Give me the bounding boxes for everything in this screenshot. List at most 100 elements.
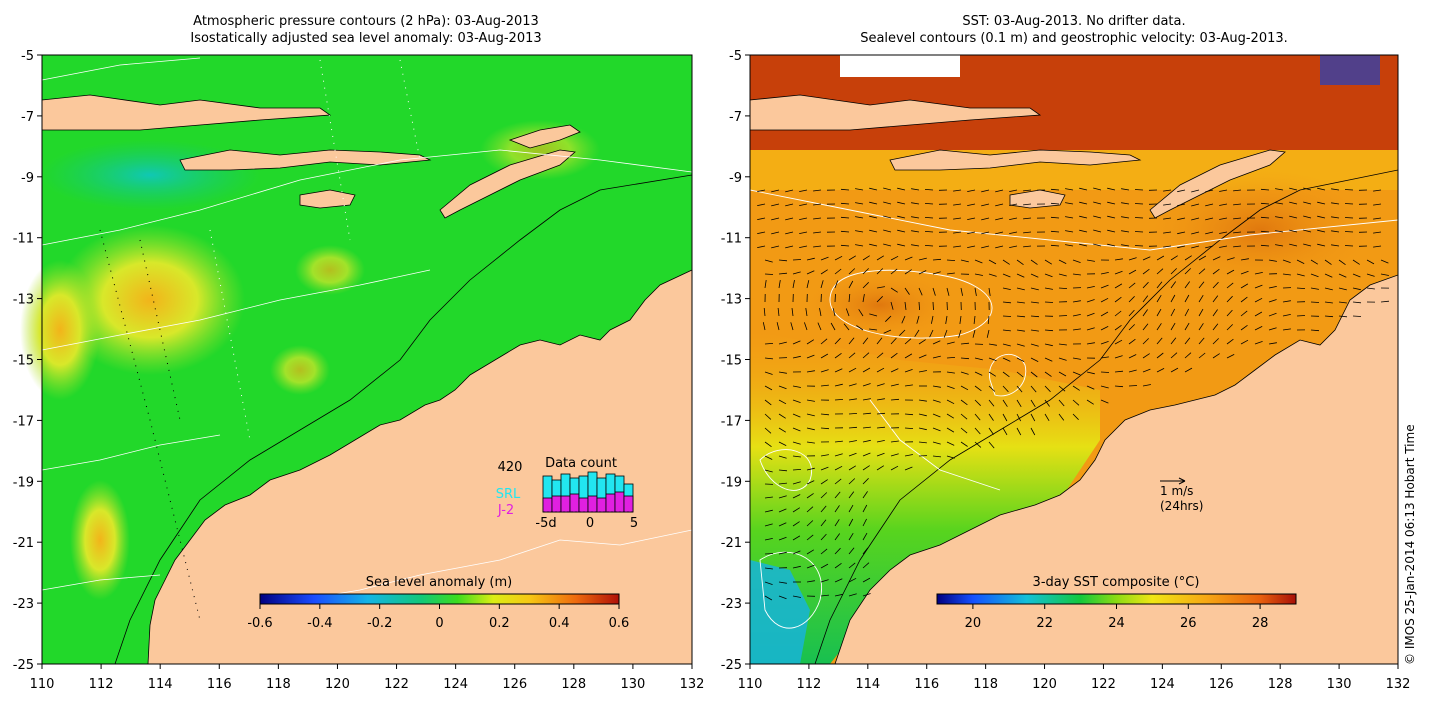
velocity-vector (1002, 413, 1008, 422)
velocity-vector (834, 593, 843, 597)
velocity-vector (806, 506, 814, 513)
colorbar-tick-label: 28 (1252, 616, 1269, 631)
velocity-vector (792, 507, 801, 513)
velocity-vector (1205, 217, 1214, 221)
y-tick-label: -17 (721, 414, 742, 429)
velocity-vector (848, 478, 856, 485)
x-tick-label: 116 (207, 677, 232, 692)
velocity-vector (1044, 259, 1053, 265)
velocity-vector (771, 189, 780, 193)
velocity-vector (1212, 295, 1219, 303)
velocity-vector (1275, 188, 1284, 191)
velocity-vector (1128, 257, 1137, 261)
sst-colorbar-ticks: 20 22 24 26 28 (965, 604, 1269, 631)
left-pressure-contour-6 (41, 57, 201, 81)
velocity-vector (1023, 203, 1032, 206)
velocity-vector (904, 413, 914, 416)
velocity-vector (778, 581, 787, 584)
velocity-vector (953, 217, 962, 220)
velocity-vector (1324, 259, 1332, 265)
velocity-vector (1093, 201, 1102, 205)
velocity-vector (778, 482, 788, 485)
velocity-vector (1338, 273, 1347, 278)
velocity-vector (946, 259, 956, 261)
velocity-vector (834, 368, 843, 373)
velocity-vector (1093, 229, 1102, 233)
velocity-vector (1289, 243, 1298, 247)
velocity-vector (1030, 371, 1038, 378)
velocity-vector (1198, 308, 1204, 317)
velocity-vector (820, 369, 829, 373)
velocity-vector (1044, 371, 1052, 377)
velocity-vector (843, 323, 850, 331)
velocity-vector (764, 259, 773, 263)
velocity-vector (1184, 367, 1193, 373)
velocity-vector (960, 413, 968, 420)
velocity-vector (1219, 217, 1228, 220)
velocity-vector (924, 217, 934, 219)
velocity-vector (1050, 202, 1060, 205)
velocity-vector (988, 385, 996, 392)
velocity-vector (876, 268, 884, 275)
velocity-vector (1142, 323, 1149, 331)
velocity-vector (1226, 257, 1235, 261)
velocity-vector (1086, 385, 1095, 390)
velocity-vector (890, 287, 898, 293)
velocity-vector (848, 452, 857, 457)
velocity-vector (764, 343, 774, 345)
velocity-vector (1373, 231, 1382, 234)
velocity-vector (1079, 187, 1088, 191)
velocity-vector (981, 189, 990, 193)
velocity-vector (1114, 258, 1123, 261)
x-tick-label: 110 (738, 677, 763, 692)
velocity-vector (1233, 231, 1242, 234)
velocity-vector (974, 385, 982, 392)
x-tick-label: 114 (855, 677, 880, 692)
velocity-vector (1009, 245, 1018, 248)
colorbar-tick-label: 0.2 (489, 616, 510, 631)
velocity-vector (932, 258, 942, 261)
velocity-vector (1219, 231, 1228, 234)
velocity-vector (806, 370, 815, 373)
velocity-vector (806, 257, 815, 261)
velocity-vector (988, 357, 997, 362)
velocity-vector (1142, 256, 1151, 261)
velocity-vector (848, 532, 854, 541)
velocity-vector (792, 481, 801, 485)
velocity-vector (778, 508, 787, 513)
velocity-vector (1352, 301, 1362, 304)
velocity-vector (890, 352, 898, 359)
velocity-vector (1142, 268, 1150, 275)
velocity-vector (848, 398, 857, 401)
velocity-vector (1050, 230, 1060, 233)
velocity-vector (799, 203, 808, 206)
velocity-vector (924, 203, 934, 205)
velocity-vector (1240, 258, 1249, 261)
velocity-vector (1373, 217, 1382, 220)
velocity-vector (974, 259, 983, 264)
velocity-vector (806, 493, 814, 499)
velocity-vector (1156, 337, 1163, 345)
velocity-vector (1310, 301, 1320, 303)
sst-colorbar: 3-day SST composite (°C) 20 22 24 26 28 (936, 575, 1297, 631)
velocity-vector (764, 385, 773, 391)
velocity-vector (932, 427, 941, 432)
sst-colorbar-strip (936, 593, 1297, 605)
velocity-vector (1226, 354, 1235, 359)
velocity-vector (778, 455, 787, 459)
velocity-scale-sublabel: (24hrs) (1160, 499, 1203, 513)
velocity-vector (1044, 343, 1053, 347)
velocity-vector (764, 581, 773, 585)
velocity-vector (820, 563, 829, 569)
left-title-line1: Atmospheric pressure contours (2 hPa): 0… (193, 14, 539, 29)
velocity-vector (1191, 217, 1200, 221)
velocity-vector (792, 521, 800, 527)
velocity-vector (1260, 202, 1270, 205)
velocity-vector (834, 505, 840, 513)
velocity-vector (858, 309, 864, 317)
y-tick-label: -13 (13, 293, 34, 308)
velocity-vector (1184, 352, 1192, 359)
y-tick-label: -5 (21, 49, 34, 64)
velocity-vector (869, 328, 878, 331)
velocity-vector (1086, 327, 1095, 331)
